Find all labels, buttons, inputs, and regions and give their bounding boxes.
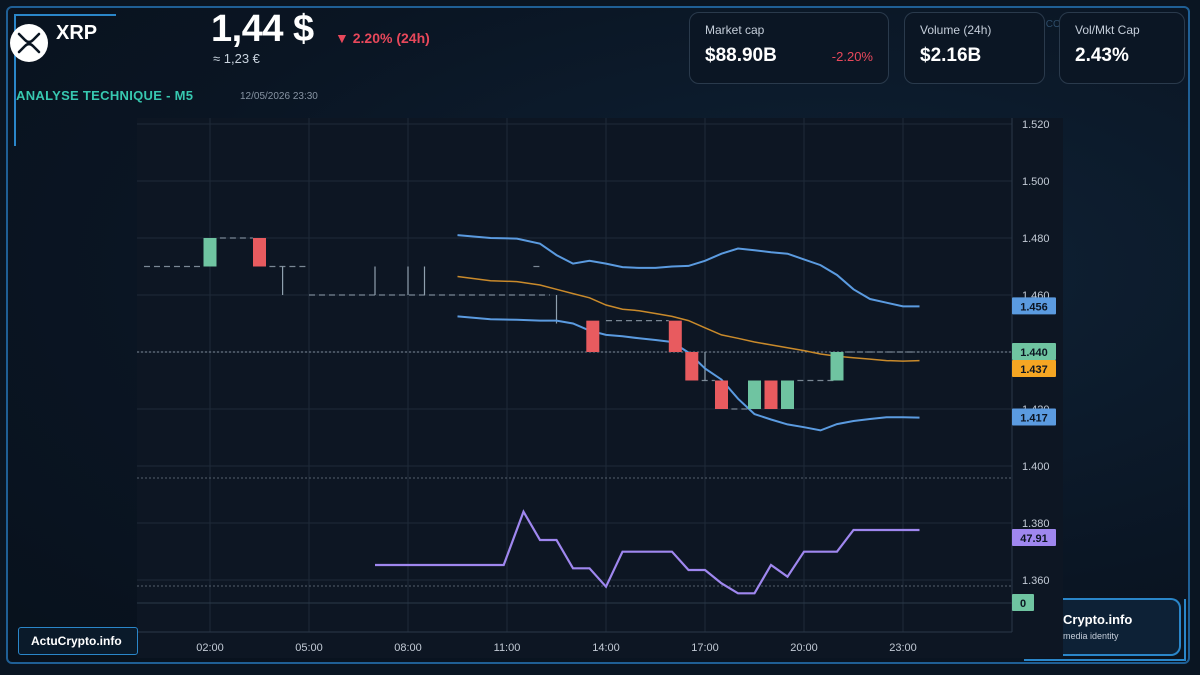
frame-corner-accent-top-left: [14, 14, 116, 146]
x-tick-label: 20:00: [790, 642, 818, 654]
y-tick-label: 1.500: [1022, 176, 1050, 188]
oscillator-zero-label: 0: [1020, 598, 1026, 610]
y-tick-label: 1.480: [1022, 233, 1050, 245]
stat-value: $88.90B: [705, 45, 777, 66]
lower-band-line: [457, 315, 920, 432]
brand-name: Crypto.info: [1063, 612, 1133, 627]
last-price-label: 1.440: [1020, 347, 1048, 359]
brand-tag: media identity: [1063, 631, 1119, 641]
x-tick-label: 14:00: [592, 642, 620, 654]
stat-card-vol-mkt-cap: Vol/Mkt Cap 2.43%: [1059, 12, 1185, 84]
flat-price-segments: [144, 237, 920, 410]
upper-band-line: [457, 234, 920, 308]
current-price: 1,44 $: [211, 8, 314, 50]
candle-down: [253, 238, 266, 267]
section-title: ANALYSE TECHNIQUE - M5: [16, 88, 194, 103]
candle-up: [781, 380, 794, 409]
candle-down: [586, 320, 600, 352]
x-tick-label: 11:00: [494, 642, 521, 654]
oscillator-zero-label-box: [1012, 594, 1034, 611]
upper-band-value-label: 1.456: [1020, 301, 1048, 313]
y-tick-label: 1.360: [1022, 575, 1050, 587]
stat-card-market-cap: Market cap $88.90B -2.20%: [689, 12, 889, 84]
stat-value: $2.16B: [920, 45, 982, 66]
x-axis-ticks: 02:00 05:00 08:00 11:00 14:00 17:00 20:00 23:00: [196, 642, 917, 654]
lower-band-value-label-box: [1012, 408, 1056, 426]
y-tick-label: 1.400: [1022, 461, 1050, 473]
watermark: ActuCrypto.info: [18, 627, 138, 655]
y-tick-label: 1.380: [1022, 518, 1050, 530]
stat-label: Market cap: [705, 23, 765, 37]
candle-down: [764, 380, 778, 409]
oscillator-line: [375, 509, 920, 595]
coin-name: XRP: [56, 22, 98, 44]
middle-band-value-label: 1.437: [1020, 364, 1048, 376]
x-tick-label: 17:00: [691, 642, 719, 654]
timestamp: 12/05/2026 23:30: [240, 91, 318, 102]
x-tick-label: 02:00: [196, 642, 224, 654]
x-tick-label: 23:00: [889, 642, 917, 654]
candle-up: [203, 238, 217, 267]
brand-badge: Crypto.info media identity: [1063, 598, 1181, 656]
candle-down: [715, 380, 728, 409]
price-change-24h: ▼ 2.20% (24h): [335, 30, 430, 46]
stat-card-volume: Volume (24h) $2.16B: [904, 12, 1045, 84]
corner-text: ICO: [1043, 19, 1061, 30]
last-price-label-box: [1012, 343, 1056, 360]
upper-band-value-label-box: [1012, 297, 1056, 315]
oscillator-value-label-box: [1012, 529, 1056, 546]
bollinger-bands: [457, 234, 920, 432]
candle-down: [668, 320, 682, 352]
candles: [203, 238, 844, 409]
oscillator-value-label: 47.91: [1020, 533, 1048, 545]
x-tick-label: 05:00: [295, 642, 323, 654]
candle-up: [830, 352, 844, 381]
stat-value: 2.43%: [1075, 45, 1129, 66]
oscillator: [375, 509, 920, 595]
candle-wicks: [282, 266, 706, 381]
frame-corner-accent-bottom-right: [1024, 599, 1186, 661]
stat-delta: -2.20%: [831, 49, 873, 64]
lower-band-value-label: 1.417: [1020, 413, 1048, 425]
middle-band-line: [457, 275, 920, 362]
price-labels: 1.456 1.440 1.437 1.417 47.91 0: [1012, 297, 1056, 611]
price-eur: ≈ 1,23 €: [213, 51, 260, 66]
stat-label: Volume (24h): [920, 23, 992, 37]
middle-band-value-label-box: [1012, 360, 1056, 377]
x-tick-label: 08:00: [394, 642, 422, 654]
y-tick-label: 1.520: [1022, 119, 1050, 131]
candle-up: [748, 380, 761, 409]
candle-down: [685, 352, 699, 381]
stat-label: Vol/Mkt Cap: [1075, 23, 1140, 37]
chart-background: [137, 118, 1063, 658]
xrp-logo-icon: [10, 24, 48, 62]
